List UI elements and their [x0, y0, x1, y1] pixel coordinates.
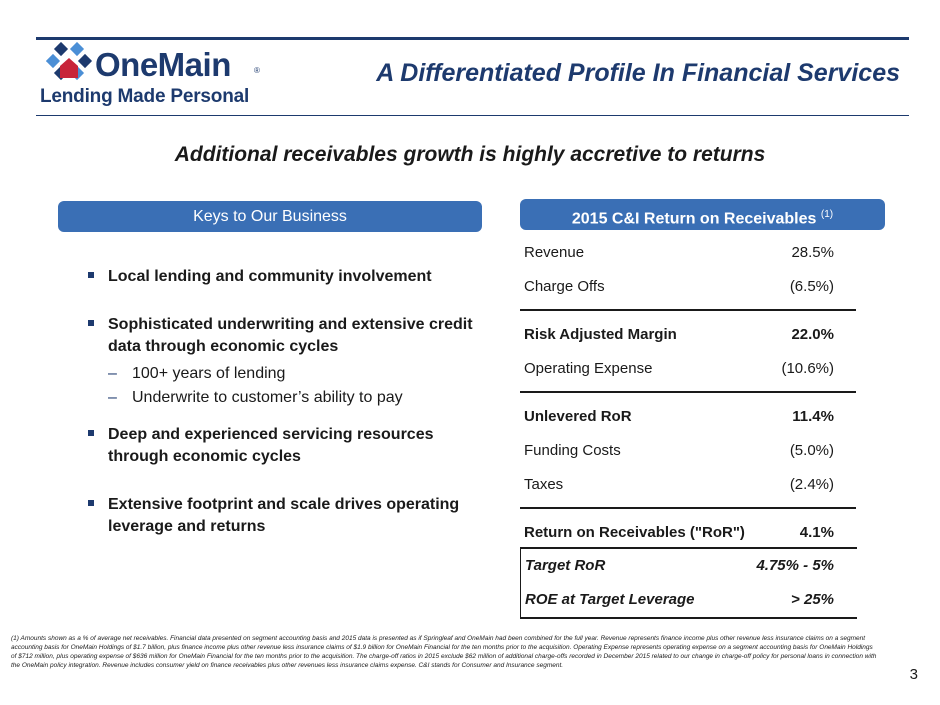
- bullet-item: Extensive footprint and scale drives ope…: [88, 494, 488, 538]
- row-value: 4.75% - 5%: [756, 557, 834, 574]
- row-label: Charge Offs: [524, 278, 605, 295]
- onemain-logo-icon: [46, 42, 93, 81]
- table-row: Revenue 28.5%: [520, 236, 856, 270]
- sub-bullet-text: 100+ years of lending: [132, 365, 286, 382]
- logo-wordmark: OneMain: [95, 46, 231, 83]
- table-row: Funding Costs (5.0%): [520, 434, 856, 468]
- row-label: ROE at Target Leverage: [525, 591, 695, 608]
- square-bullet-icon: [88, 272, 94, 278]
- page-number: 3: [909, 666, 918, 683]
- table-row: ROE at Target Leverage > 25%: [521, 583, 856, 617]
- row-label: Revenue: [524, 244, 585, 261]
- sub-bullet-text: Underwrite to customer’s ability to pay: [132, 389, 403, 406]
- row-value: (5.0%): [789, 442, 834, 459]
- target-box: Target RoR 4.75% - 5% ROE at Target Leve…: [520, 547, 857, 619]
- logo-registered-mark: ®: [254, 66, 260, 75]
- square-bullet-icon: [88, 430, 94, 436]
- onemain-logo: OneMain ® Lending Made Personal: [40, 42, 265, 110]
- sub-bullet-list: –100+ years of lending – Underwrite to cu…: [108, 362, 488, 410]
- table-row: Unlevered RoR 11.4%: [520, 400, 856, 434]
- row-value: > 25%: [791, 591, 834, 608]
- bullet-item: Deep and experienced servicing resources…: [88, 424, 488, 468]
- ror-table: Revenue 28.5% Charge Offs (6.5%) Risk Ad…: [520, 236, 856, 550]
- row-label: Funding Costs: [524, 442, 621, 459]
- table-row: Target RoR 4.75% - 5%: [521, 549, 856, 583]
- ror-heading: 2015 C&I Return on Receivables (1): [520, 199, 885, 230]
- row-value: 4.1%: [799, 524, 834, 541]
- footnote: (1) Amounts shown as a % of average net …: [11, 635, 877, 669]
- header-bottom-rule: [36, 115, 909, 116]
- sub-bullet-item: – Underwrite to customer’s ability to pay: [108, 386, 488, 410]
- row-value: (6.5%): [789, 278, 834, 295]
- keys-heading: Keys to Our Business: [58, 201, 482, 232]
- bullet-text: Local lending and community involvement: [108, 268, 432, 285]
- row-label: Unlevered RoR: [524, 408, 632, 425]
- target-box-bottom-border: [520, 617, 857, 619]
- table-divider: [520, 391, 856, 393]
- row-value: 11.4%: [792, 408, 834, 425]
- table-divider: [520, 309, 856, 311]
- row-label: Return on Receivables ("RoR"): [524, 524, 745, 541]
- square-bullet-icon: [88, 500, 94, 506]
- dash-icon: –: [108, 389, 117, 406]
- row-label: Risk Adjusted Margin: [524, 326, 677, 343]
- bullet-item: Sophisticated underwriting and extensive…: [88, 314, 488, 410]
- header-top-rule: [36, 37, 909, 40]
- ror-heading-footnote: (1): [820, 209, 834, 220]
- row-value: (10.6%): [781, 360, 834, 377]
- bullet-text: Deep and experienced servicing resources…: [108, 426, 434, 465]
- slide-title: A Differentiated Profile In Financial Se…: [376, 59, 900, 87]
- logo-tagline: Lending Made Personal: [40, 86, 250, 107]
- row-value: 22.0%: [791, 326, 834, 343]
- row-value: 28.5%: [791, 244, 834, 261]
- bullet-text: Extensive footprint and scale drives ope…: [108, 496, 460, 535]
- row-label: Operating Expense: [524, 360, 653, 377]
- bullet-text: Sophisticated underwriting and extensive…: [108, 316, 473, 355]
- bullet-item: Local lending and community involvement: [88, 266, 488, 288]
- row-label: Target RoR: [525, 557, 606, 574]
- dash-icon: –: [108, 365, 117, 382]
- slide-subtitle: Additional receivables growth is highly …: [174, 143, 766, 166]
- table-row: Operating Expense (10.6%): [520, 352, 856, 386]
- table-row: Taxes (2.4%): [520, 468, 856, 502]
- row-value: (2.4%): [789, 476, 834, 493]
- table-row: Charge Offs (6.5%): [520, 270, 856, 304]
- keys-bullet-list: Local lending and community involvement …: [88, 266, 488, 564]
- table-row: Return on Receivables ("RoR") 4.1%: [520, 516, 856, 550]
- square-bullet-icon: [88, 320, 94, 326]
- table-row: Risk Adjusted Margin 22.0%: [520, 318, 856, 352]
- row-label: Taxes: [524, 476, 564, 493]
- table-divider: [520, 507, 856, 509]
- ror-heading-text: 2015 C&I Return on Receivables: [571, 210, 817, 228]
- sub-bullet-item: –100+ years of lending: [108, 362, 488, 386]
- target-box-top-border: [520, 547, 857, 549]
